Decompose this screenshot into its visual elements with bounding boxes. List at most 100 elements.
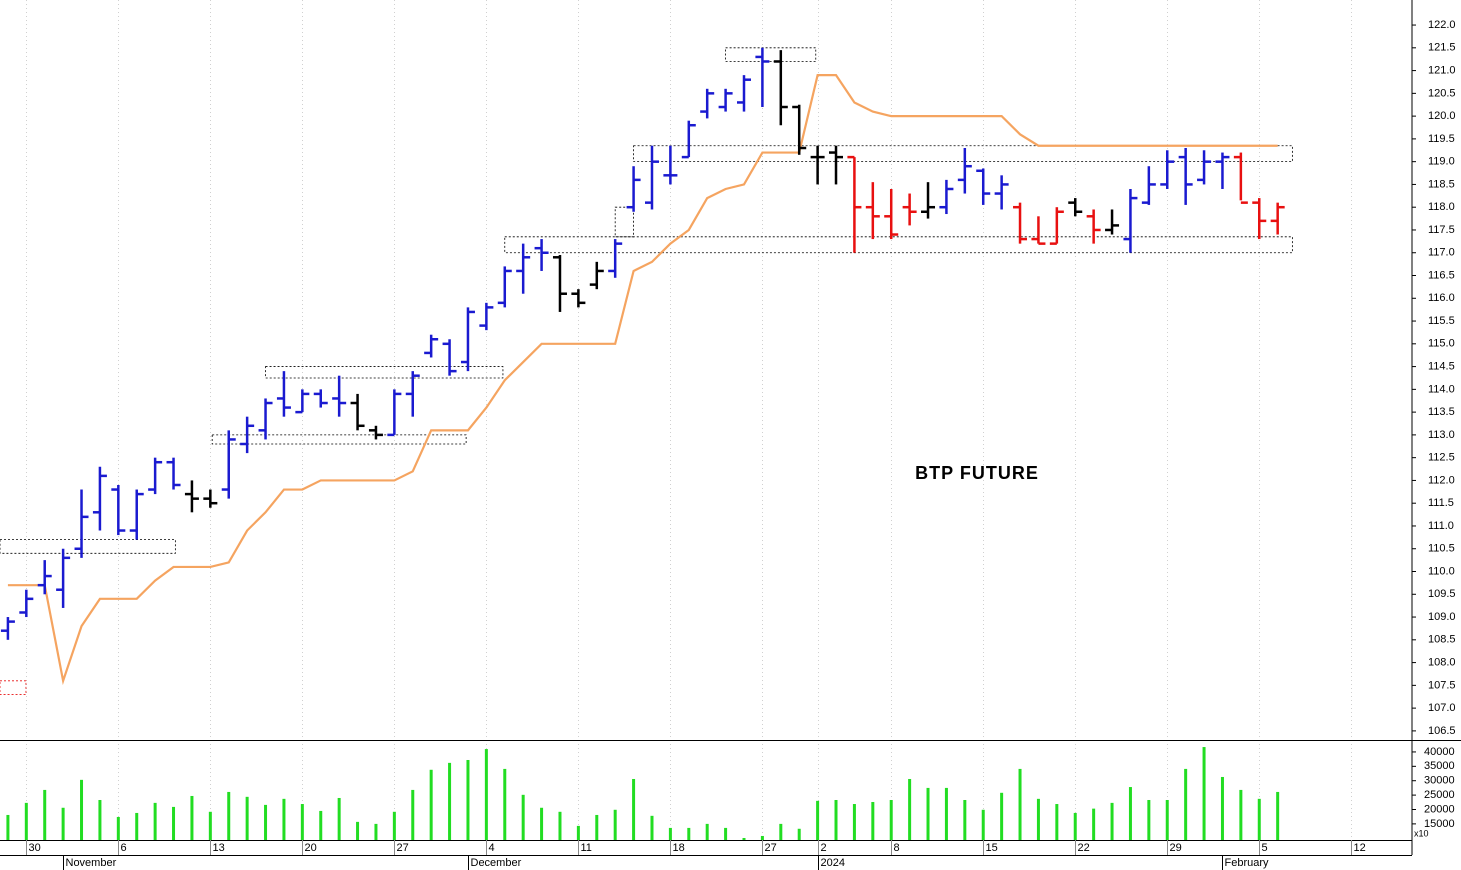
volume-bar: [742, 837, 746, 840]
volume-bar: [1220, 776, 1224, 840]
y-tick-label: 107.5: [1428, 679, 1456, 691]
volume-bar: [981, 809, 985, 840]
month-label: December: [471, 857, 522, 869]
y-tick-label: 115.0: [1428, 338, 1455, 350]
volume-bar: [576, 825, 580, 840]
x-tick-label: 6: [121, 842, 127, 854]
volume-bar: [540, 807, 544, 840]
y-tick-label: 120.5: [1428, 87, 1456, 99]
volume-bar: [43, 789, 47, 840]
volume-bar: [411, 789, 415, 840]
volume-bar: [779, 823, 783, 840]
zone: [725, 47, 817, 62]
y-tick-label: 112.0: [1428, 474, 1455, 486]
volume-bar: [944, 787, 948, 840]
volume-bar: [797, 828, 801, 840]
volume-bar: [80, 779, 84, 840]
volume-bar: [1073, 812, 1077, 840]
volume-bar: [503, 768, 507, 840]
y-tick-label: 110.0: [1428, 565, 1455, 577]
y-tick-label: 113.0: [1428, 429, 1455, 441]
volume-bar: [521, 794, 525, 840]
month-label: February: [1225, 857, 1270, 869]
y-tick-label: 122.0: [1428, 19, 1456, 31]
trend-line: [7, 74, 1278, 686]
volume-bar: [963, 799, 967, 840]
volume-bar: [319, 810, 323, 840]
volume-bar: [245, 796, 249, 840]
x-tick-label: 27: [765, 842, 777, 854]
volume-bar: [1036, 798, 1040, 840]
volume-bar: [908, 778, 912, 840]
volume-bar: [687, 827, 691, 840]
volume-bar: [724, 827, 728, 840]
zone: [0, 680, 27, 695]
x-tick-label: 15: [986, 842, 998, 854]
y-tick-label: 117.0: [1428, 247, 1455, 259]
x-tick-label: 13: [213, 842, 225, 854]
x-tick-label: 18: [673, 842, 685, 854]
y-tick-label: 119.0: [1428, 156, 1455, 168]
volume-bar: [466, 759, 470, 840]
volume-bar: [595, 814, 599, 840]
volume-y-tick-label: 30000: [1424, 775, 1455, 787]
volume-bar: [448, 762, 452, 840]
volume-bar: [429, 769, 433, 840]
volume-bar: [208, 811, 212, 840]
y-tick-label: 118.5: [1428, 178, 1455, 190]
volume-bar: [834, 799, 838, 840]
volume-bar: [558, 811, 562, 840]
x-tick-label: 20: [305, 842, 317, 854]
y-tick-label: 109.5: [1428, 588, 1456, 600]
month-label: 2024: [821, 857, 845, 869]
volume-bar: [1018, 768, 1022, 840]
volume-bar: [1147, 799, 1151, 840]
y-tick-label: 111.5: [1428, 497, 1454, 509]
y-tick-label: 110.5: [1428, 543, 1455, 555]
y-tick-label: 114.5: [1428, 360, 1455, 372]
volume-bar: [337, 797, 341, 840]
volume-bar: [889, 799, 893, 840]
volume-bar: [1110, 802, 1114, 840]
volume-bar: [1000, 792, 1004, 840]
y-tick-label: 114.0: [1428, 383, 1455, 395]
y-tick-label: 112.5: [1428, 452, 1455, 464]
y-tick-label: 108.5: [1428, 634, 1456, 646]
volume-bar: [190, 795, 194, 840]
volume-bar: [300, 804, 304, 840]
volume-y-tick-label: 40000: [1424, 746, 1455, 758]
volume-bar: [1055, 804, 1059, 840]
y-tick-label: 121.0: [1428, 64, 1456, 76]
zone: [504, 236, 1293, 254]
x-tick-label: 12: [1354, 842, 1366, 854]
annotation: BTP FUTURE: [915, 463, 1039, 483]
volume-bar: [98, 799, 102, 840]
y-tick-label: 106.5: [1428, 725, 1456, 737]
volume-y-tick-label: 35000: [1424, 760, 1455, 772]
x-tick-label: 29: [1170, 842, 1182, 854]
volume-bar: [392, 811, 396, 840]
volume-bar: [1165, 799, 1169, 840]
volume-bar: [871, 802, 875, 840]
volume-bar: [613, 809, 617, 840]
y-tick-label: 113.5: [1428, 406, 1455, 418]
y-tick-label: 109.0: [1428, 611, 1456, 623]
volume-bar: [705, 823, 709, 840]
x-tick-label: 5: [1262, 842, 1268, 854]
volume-unit-label: x10: [1414, 828, 1429, 838]
y-tick-label: 117.5: [1428, 224, 1455, 236]
volume-bar: [374, 823, 378, 840]
y-tick-label: 111.0: [1428, 520, 1454, 532]
volume-bar: [282, 798, 286, 840]
zone: [211, 434, 467, 445]
x-tick-label: 8: [894, 842, 900, 854]
volume-bar: [356, 821, 360, 840]
volume-bar: [926, 787, 930, 840]
volume-y-tick-label: 20000: [1424, 803, 1455, 815]
x-tick-label: 22: [1078, 842, 1090, 854]
y-tick-label: 121.5: [1428, 42, 1456, 54]
volume-bar: [760, 835, 764, 840]
x-tick-label: 30: [29, 842, 41, 854]
